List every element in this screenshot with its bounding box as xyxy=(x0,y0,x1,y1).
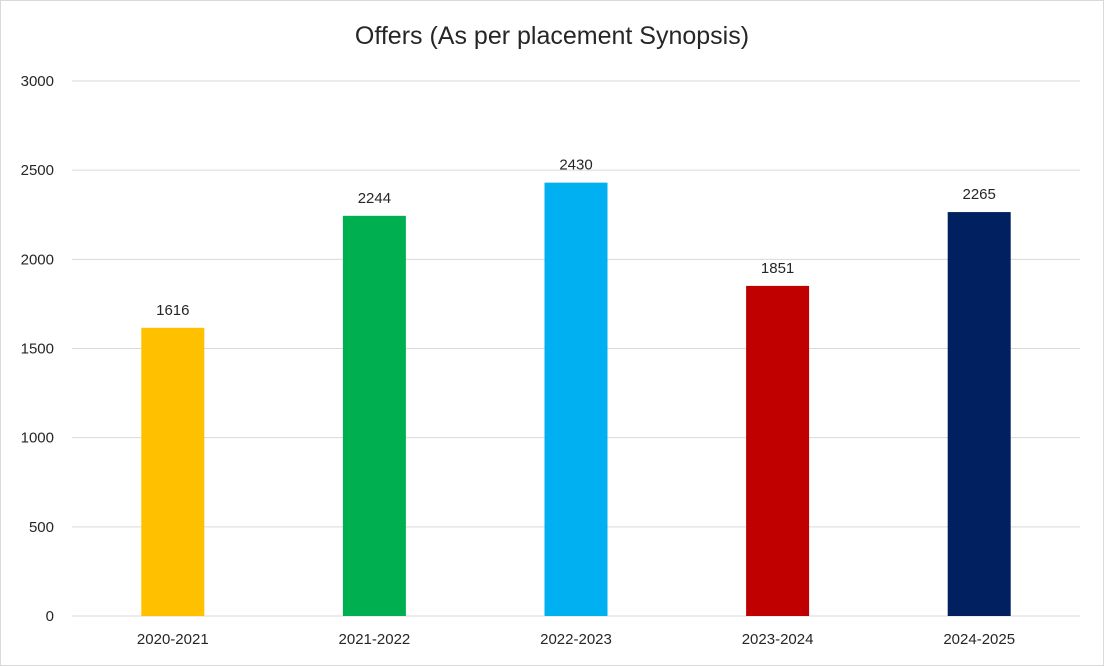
x-tick-label-2022-2023: 2022-2023 xyxy=(540,631,612,648)
x-tick-label-2023-2024: 2023-2024 xyxy=(742,631,814,648)
y-tick-label: 3000 xyxy=(21,73,54,90)
y-tick-label: 1500 xyxy=(21,341,54,358)
bar-2023-2024 xyxy=(746,285,810,616)
y-axis-ticks: 0 500 1000 1500 2000 2500 3000 xyxy=(21,73,54,625)
bar-2020-2021 xyxy=(141,327,205,616)
y-tick-label: 2000 xyxy=(21,251,54,268)
x-tick-label-2020-2021: 2020-2021 xyxy=(137,631,209,648)
data-label-2020-2021: 1616 xyxy=(156,302,189,319)
bar-2022-2023 xyxy=(544,182,608,616)
chart-title: Offers (As per placement Synopsis) xyxy=(354,22,750,50)
bar-2021-2022 xyxy=(342,215,406,616)
data-labels: 1616 2244 2430 1851 2265 xyxy=(156,157,996,319)
y-tick-label: 0 xyxy=(46,608,54,625)
x-axis-ticks: 2020-2021 2021-2022 2022-2023 2023-2024 2024… xyxy=(137,631,1015,648)
data-label-2021-2022: 2244 xyxy=(358,190,391,207)
data-label-2022-2023: 2430 xyxy=(559,157,592,174)
bar-2024-2025 xyxy=(947,212,1011,616)
y-tick-label: 2500 xyxy=(21,162,54,179)
data-label-2023-2024: 1851 xyxy=(761,260,794,277)
y-tick-label: 1000 xyxy=(21,430,54,447)
x-tick-label-2021-2022: 2021-2022 xyxy=(339,631,411,648)
x-tick-label-2024-2025: 2024-2025 xyxy=(943,631,1015,648)
data-label-2024-2025: 2265 xyxy=(963,186,996,203)
y-tick-label: 500 xyxy=(29,519,54,536)
bars xyxy=(141,182,1011,616)
